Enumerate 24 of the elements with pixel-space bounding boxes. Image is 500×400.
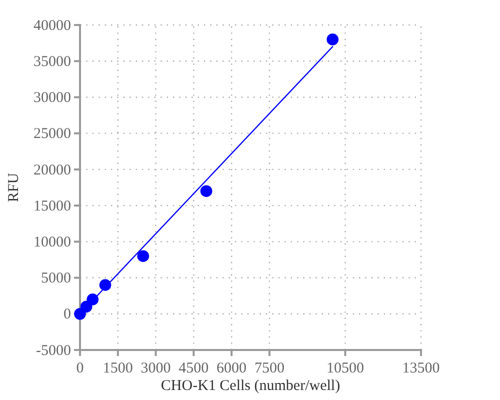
x-tick-label: 0 — [76, 360, 84, 376]
y-tick-label: 5000 — [41, 270, 71, 287]
y-tick-label: 35000 — [34, 54, 71, 70]
x-tick-label: 13500 — [402, 360, 440, 376]
x-tick-label: 3000 — [140, 360, 171, 376]
y-tick-label: 25000 — [34, 126, 71, 142]
point — [137, 250, 150, 262]
y-tick-label: 0 — [64, 306, 71, 323]
x-tick-label: 10500 — [326, 360, 364, 376]
y-tick-label: 20000 — [34, 162, 71, 178]
x-tick-label: 1500 — [102, 360, 133, 376]
y-tick-label: 10000 — [34, 234, 71, 250]
y-tick-label: -5000 — [36, 342, 71, 359]
y-tick-label: 40000 — [34, 18, 71, 34]
y-axis-title: RFU — [6, 172, 22, 202]
x-tick-label: 4500 — [178, 360, 209, 376]
x-axis-title: CHO-K1 Cells (number/well) — [160, 378, 340, 394]
y-tick-label: 15000 — [34, 198, 71, 214]
x-tick-label: 6000 — [216, 360, 247, 376]
y-tick-label: 30000 — [34, 90, 71, 106]
point — [326, 34, 339, 46]
point — [200, 185, 212, 198]
x-tick-label: 7500 — [254, 360, 284, 376]
point — [74, 308, 86, 320]
